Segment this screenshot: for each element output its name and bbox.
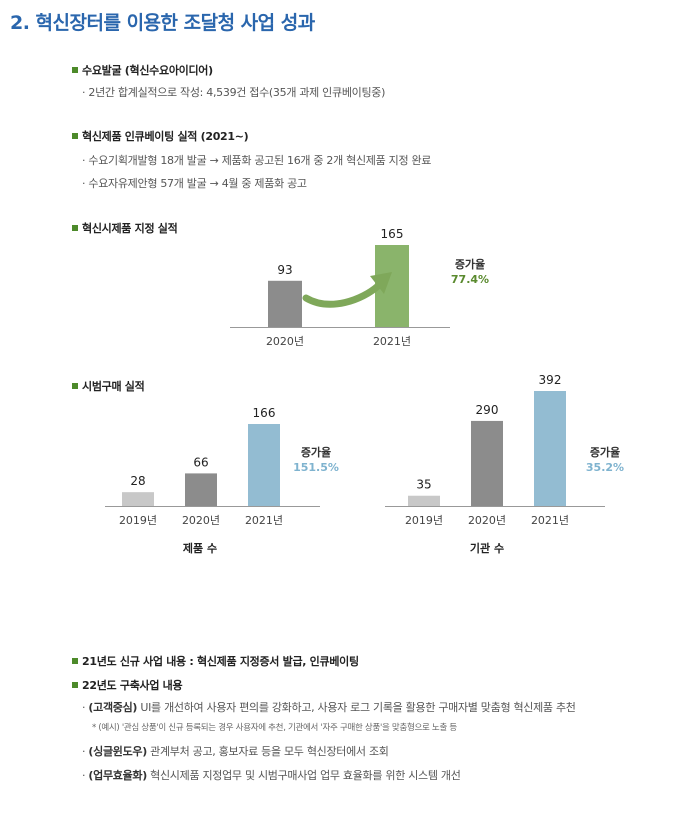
bullet-square-icon bbox=[72, 133, 78, 139]
growth-label: 증가율 bbox=[301, 445, 331, 459]
section-incubating-heading: 혁신제품 인큐베이팅 실적 (2021∼) bbox=[72, 128, 249, 144]
category-tick-label: 2019년 bbox=[119, 514, 157, 527]
chart-xlabel: 기관 수 bbox=[470, 541, 504, 555]
bar-2019년 bbox=[122, 492, 154, 506]
category-tick-label: 2020년 bbox=[266, 335, 304, 348]
bar-value-label: 35 bbox=[416, 478, 431, 492]
bar-2020년 bbox=[268, 280, 302, 327]
growth-value: 77.4% bbox=[451, 273, 489, 286]
build-note: * (예시) '관심 상품'이 신규 등록되는 경우 사용자에 추천, 기관에서… bbox=[92, 723, 457, 733]
bar-value-label: 66 bbox=[193, 455, 208, 469]
bullet-square-icon bbox=[72, 658, 78, 664]
category-tick-label: 2021년 bbox=[531, 514, 569, 527]
bullet-square-icon bbox=[72, 225, 78, 231]
bar-value-label: 392 bbox=[539, 373, 562, 387]
bullet-square-icon bbox=[72, 682, 78, 688]
section-trial-designation-heading: 혁신시제품 지정 실적 bbox=[72, 220, 178, 236]
chart-xlabel: 제품 수 bbox=[183, 541, 217, 555]
category-tick-label: 2021년 bbox=[245, 514, 283, 527]
bar-2020년 bbox=[185, 473, 217, 506]
bar-2019년 bbox=[408, 495, 440, 506]
category-tick-label: 2021년 bbox=[373, 335, 411, 348]
build-item-single-window: · (싱글윈도우) 관계부처 공고, 홍보자료 등을 모두 혁신장터에서 조회 bbox=[82, 745, 389, 758]
page-title: 2. 혁신장터를 이용한 조달청 사업 성과 bbox=[10, 12, 315, 34]
bar-value-label: 290 bbox=[476, 403, 499, 417]
demand-item: · 2년간 합계실적으로 작성: 4,539건 접수(35개 과제 인큐베이팅중… bbox=[82, 86, 386, 99]
growth-label: 증가율 bbox=[590, 445, 620, 459]
chart-institutions: 35 2019년 290 2020년 392 2021년 증가율 35.2% 기관 수 bbox=[385, 373, 624, 555]
growth-label: 증가율 bbox=[455, 257, 485, 271]
build-item-customer: · (고객중심) UI를 개선하여 사용자 편의를 강화하고, 사용자 로그 기… bbox=[82, 701, 576, 714]
incubating-item-1: · 수요기획개발형 18개 발굴 → 제품화 공고된 16개 중 2개 혁신제품… bbox=[82, 154, 432, 167]
incubating-item-2: · 수요자유제안형 57개 발굴 → 4월 중 제품화 공고 bbox=[82, 177, 307, 190]
build-item-efficiency: · (업무효율화) 혁신시제품 지정업무 및 시범구매사업 업무 효율화를 위한… bbox=[82, 769, 461, 782]
bar-value-label: 165 bbox=[381, 227, 404, 241]
growth-value: 151.5% bbox=[293, 461, 339, 474]
bullet-square-icon bbox=[72, 67, 78, 73]
bar-value-label: 28 bbox=[130, 474, 145, 488]
category-tick-label: 2019년 bbox=[405, 514, 443, 527]
bar-2021년 bbox=[248, 424, 280, 506]
bar-value-label: 93 bbox=[277, 263, 292, 277]
bullet-square-icon bbox=[72, 383, 78, 389]
bar-value-label: 166 bbox=[253, 406, 276, 420]
section-demand-heading: 수요발굴 (혁신수요아이디어) bbox=[72, 62, 213, 78]
section-build-2022-heading: 22년도 구축사업 내용 bbox=[72, 677, 183, 693]
bar-2021년 bbox=[534, 391, 566, 506]
growth-arrow-icon bbox=[302, 272, 392, 308]
chart-products: 28 2019년 66 2020년 166 2021년 증가율 151.5% 제품 수 bbox=[105, 406, 339, 555]
category-tick-label: 2020년 bbox=[468, 514, 506, 527]
bar-2020년 bbox=[471, 420, 503, 506]
section-trial-purchase-heading: 시범구매 실적 bbox=[72, 378, 145, 394]
chart-trial-designation: 93 2020년 165 2021년 증가율 77.4% bbox=[230, 227, 489, 348]
section-new-2021-heading: 21년도 신규 사업 내용 : 혁신제품 지정증서 발급, 인큐베이팅 bbox=[72, 653, 359, 669]
category-tick-label: 2020년 bbox=[182, 514, 220, 527]
growth-value: 35.2% bbox=[586, 461, 624, 474]
